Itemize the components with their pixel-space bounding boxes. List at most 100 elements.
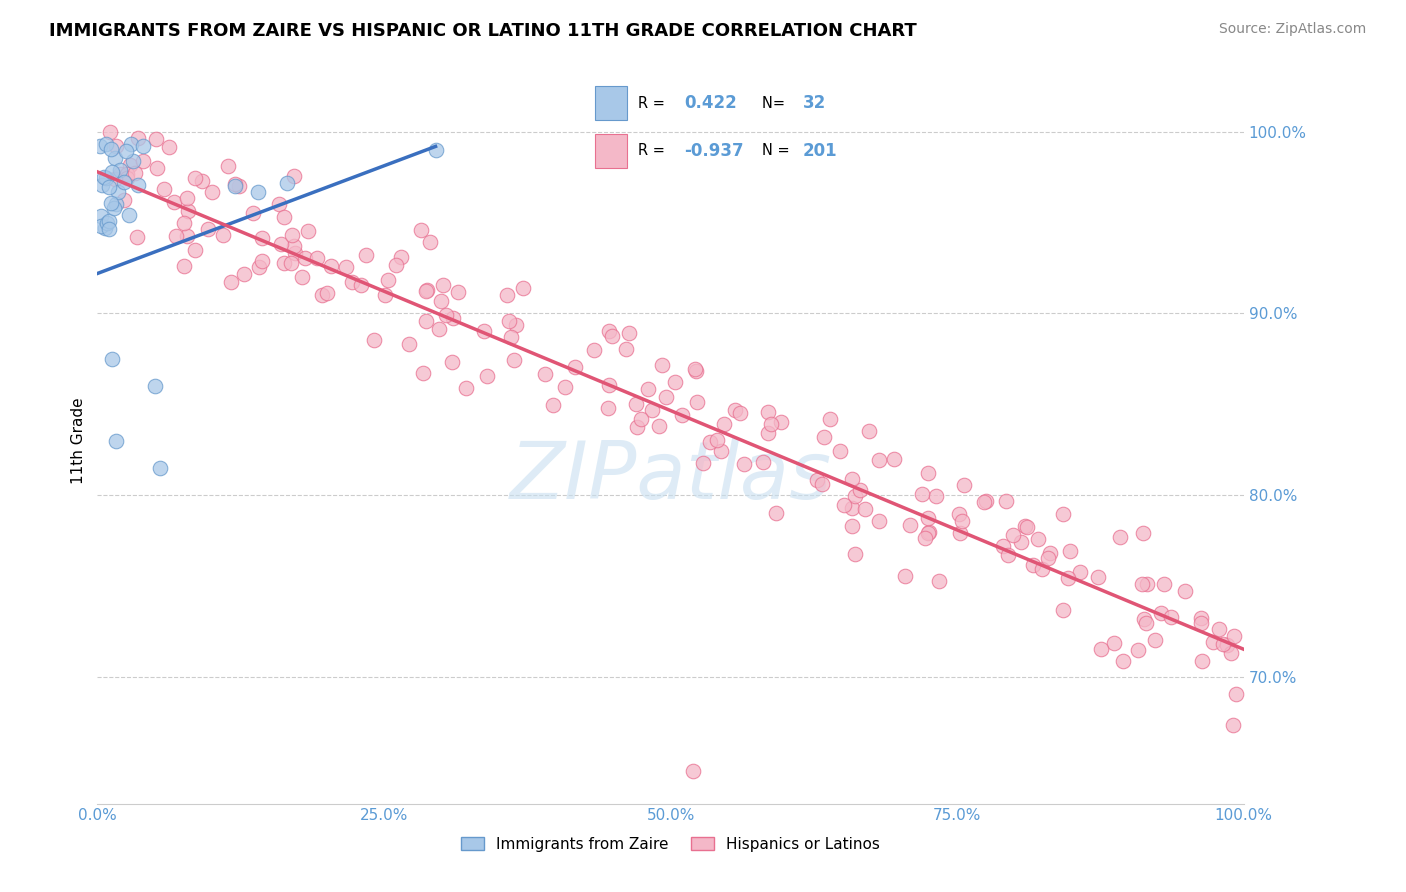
Point (914, 531, 936, 545)
Point (598, 378, 620, 392)
Point (184, 244, 207, 258)
Point (145, 161, 167, 175)
Point (93, 169, 115, 184)
Point (844, 547, 866, 561)
Point (434, 308, 457, 322)
Point (105, 197, 128, 211)
Point (883, 452, 905, 467)
Point (90, 219, 112, 233)
Point (641, 402, 664, 417)
Point (98, 179, 121, 194)
Point (316, 285, 339, 300)
Point (201, 186, 224, 200)
Point (217, 159, 239, 173)
Point (1104, 635, 1126, 649)
Point (950, 514, 973, 528)
Point (502, 353, 524, 368)
Point (756, 405, 779, 419)
Point (224, 178, 246, 192)
Point (124, 166, 146, 180)
Text: N =: N = (762, 144, 794, 158)
Point (291, 269, 314, 284)
Point (898, 517, 921, 532)
Point (153, 182, 176, 196)
Point (98, 213, 121, 227)
Point (440, 355, 463, 369)
Point (283, 169, 305, 183)
Point (686, 394, 709, 409)
Point (247, 260, 270, 274)
Point (125, 230, 148, 244)
Point (93, 220, 115, 235)
Text: -0.937: -0.937 (685, 142, 744, 160)
Point (734, 457, 756, 471)
Point (806, 473, 828, 487)
Point (554, 380, 576, 394)
Point (811, 476, 834, 491)
Point (1144, 633, 1167, 648)
Point (273, 256, 295, 270)
Point (105, 138, 128, 153)
Point (250, 254, 273, 268)
Point (1002, 527, 1025, 541)
Text: N=: N= (762, 95, 790, 111)
Point (1126, 642, 1149, 657)
Point (120, 136, 142, 151)
Point (409, 223, 432, 237)
Point (828, 443, 851, 458)
Point (841, 501, 863, 516)
Point (614, 342, 637, 356)
Point (541, 398, 564, 412)
Point (98, 125, 121, 139)
Point (246, 185, 269, 199)
Point (173, 216, 195, 230)
Point (183, 170, 205, 185)
Point (447, 285, 470, 300)
Point (1219, 646, 1241, 660)
Point (252, 231, 274, 245)
Point (143, 379, 166, 393)
Text: IMMIGRANTS FROM ZAIRE VS HISPANIC OR LATINO 11TH GRADE CORRELATION CHART: IMMIGRANTS FROM ZAIRE VS HISPANIC OR LAT… (49, 22, 917, 40)
Point (280, 256, 302, 270)
Point (96, 171, 118, 186)
Point (994, 493, 1017, 508)
Point (228, 178, 250, 193)
Point (1132, 526, 1154, 541)
Point (335, 260, 357, 275)
Legend: Immigrants from Zaire, Hispanics or Latinos: Immigrants from Zaire, Hispanics or Lati… (454, 830, 886, 858)
Point (564, 359, 586, 374)
Point (475, 369, 498, 384)
Point (924, 489, 946, 503)
Point (1056, 571, 1078, 585)
Point (145, 131, 167, 145)
Point (1052, 603, 1074, 617)
Point (1059, 544, 1081, 558)
Point (1225, 687, 1247, 701)
Point (853, 501, 876, 516)
Point (389, 250, 412, 264)
Point (1087, 570, 1109, 584)
Point (1135, 615, 1157, 630)
Point (1022, 558, 1045, 573)
Text: 0.422: 0.422 (685, 94, 737, 112)
Point (1111, 654, 1133, 668)
Point (724, 402, 747, 417)
Point (868, 452, 890, 467)
Point (624, 397, 647, 411)
Point (713, 417, 735, 432)
Point (1133, 612, 1156, 626)
Point (90, 209, 112, 223)
Point (1010, 534, 1032, 549)
Point (894, 569, 917, 583)
Point (699, 434, 721, 449)
Point (273, 211, 295, 225)
Point (512, 281, 534, 295)
Point (197, 221, 219, 235)
Point (1174, 584, 1197, 599)
Point (112, 194, 135, 208)
Point (770, 415, 793, 429)
Point (101, 351, 124, 366)
Point (1189, 611, 1212, 625)
Point (115, 144, 138, 158)
Point (1052, 508, 1074, 522)
